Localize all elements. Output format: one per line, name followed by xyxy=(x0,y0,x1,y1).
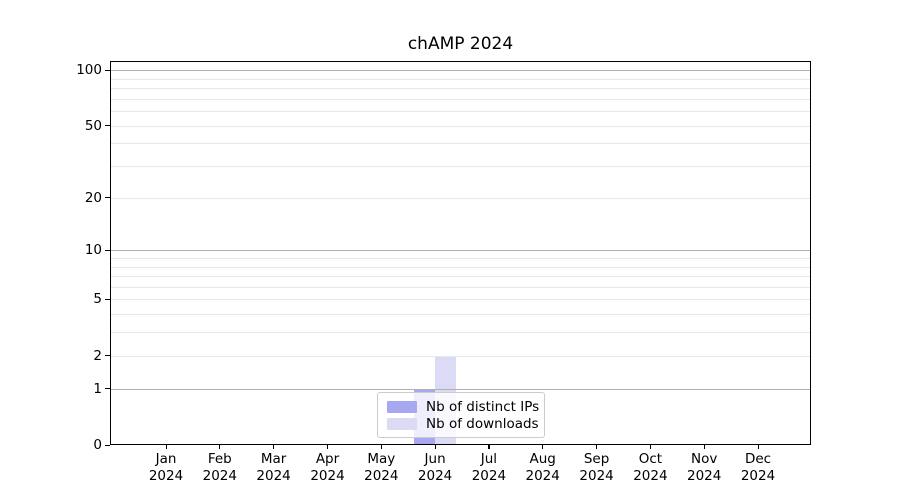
y-tick-label: 20 xyxy=(84,189,102,206)
x-tick-mark xyxy=(649,445,652,449)
y-tick-mark xyxy=(105,197,110,199)
x-tick-mark xyxy=(703,445,705,449)
y-tick-mark xyxy=(105,249,110,251)
legend: Nb of distinct IPs Nb of downloads xyxy=(377,392,545,438)
minor-gridline xyxy=(110,125,811,127)
x-tick-mark xyxy=(219,445,221,449)
plot-area xyxy=(110,61,811,445)
major-gridline xyxy=(110,250,811,252)
x-tick-mark xyxy=(273,445,275,449)
y-tick-label: 2 xyxy=(93,347,102,364)
minor-gridline xyxy=(110,299,811,301)
legend-label-distinct-ips: Nb of distinct IPs xyxy=(426,398,540,415)
x-tick-mark xyxy=(542,445,544,449)
x-tick-mark xyxy=(380,445,382,449)
major-gridline xyxy=(110,388,811,390)
minor-gridline xyxy=(110,286,811,288)
x-tick-label: Apr 2024 xyxy=(310,451,345,484)
x-tick-mark xyxy=(434,445,436,449)
y-tick-label: 50 xyxy=(84,117,102,134)
y-tick-mark xyxy=(105,125,110,127)
minor-gridline xyxy=(110,78,811,80)
minor-gridline xyxy=(110,257,811,259)
minor-gridline xyxy=(110,276,811,277)
x-tick-label: Feb 2024 xyxy=(202,451,237,484)
x-tick-label: May 2024 xyxy=(364,451,399,484)
y-tick-mark xyxy=(105,444,110,446)
y-tick-label: 100 xyxy=(76,62,102,78)
x-tick-label: Oct 2024 xyxy=(633,451,668,484)
minor-gridline xyxy=(110,314,811,316)
legend-item-distinct-ips: Nb of distinct IPs xyxy=(387,398,540,415)
y-tick-mark xyxy=(105,355,110,357)
y-tick-label: 0 xyxy=(93,437,102,453)
x-tick-label: Mar 2024 xyxy=(256,451,291,484)
y-tick-label: 1 xyxy=(93,380,102,397)
minor-gridline xyxy=(110,87,811,89)
minor-gridline xyxy=(110,98,811,100)
x-tick-mark xyxy=(488,445,490,449)
x-tick-label: Aug 2024 xyxy=(525,451,560,484)
minor-gridline xyxy=(110,143,811,145)
legend-swatch-distinct-ips xyxy=(387,400,417,413)
x-tick-label: Dec 2024 xyxy=(740,451,776,484)
legend-item-downloads: Nb of downloads xyxy=(387,415,539,432)
y-tick-mark xyxy=(105,298,110,301)
major-gridline xyxy=(110,70,811,71)
legend-label-downloads: Nb of downloads xyxy=(426,415,539,432)
minor-gridline xyxy=(110,355,811,357)
minor-gridline xyxy=(110,166,811,167)
y-tick-mark xyxy=(105,388,110,390)
x-tick-mark xyxy=(165,445,167,449)
x-tick-mark xyxy=(327,445,329,449)
x-tick-label: Jun 2024 xyxy=(417,451,453,484)
x-tick-label: Sep 2024 xyxy=(579,451,614,484)
x-tick-mark xyxy=(596,445,598,449)
x-tick-mark xyxy=(757,445,759,449)
x-tick-label: Nov 2024 xyxy=(687,451,722,484)
minor-gridline xyxy=(110,197,811,199)
minor-gridline xyxy=(110,332,811,334)
x-tick-label: Jul 2024 xyxy=(471,451,507,484)
axes-frame xyxy=(110,61,811,445)
chart-title: chAMP 2024 xyxy=(407,34,514,54)
minor-gridline xyxy=(110,266,811,268)
y-tick-mark xyxy=(105,69,110,71)
y-tick-label: 10 xyxy=(84,242,102,259)
y-tick-label: 5 xyxy=(93,291,102,308)
legend-swatch-downloads xyxy=(387,417,417,430)
minor-gridline xyxy=(110,111,811,112)
x-tick-label: Jan 2024 xyxy=(148,451,184,484)
